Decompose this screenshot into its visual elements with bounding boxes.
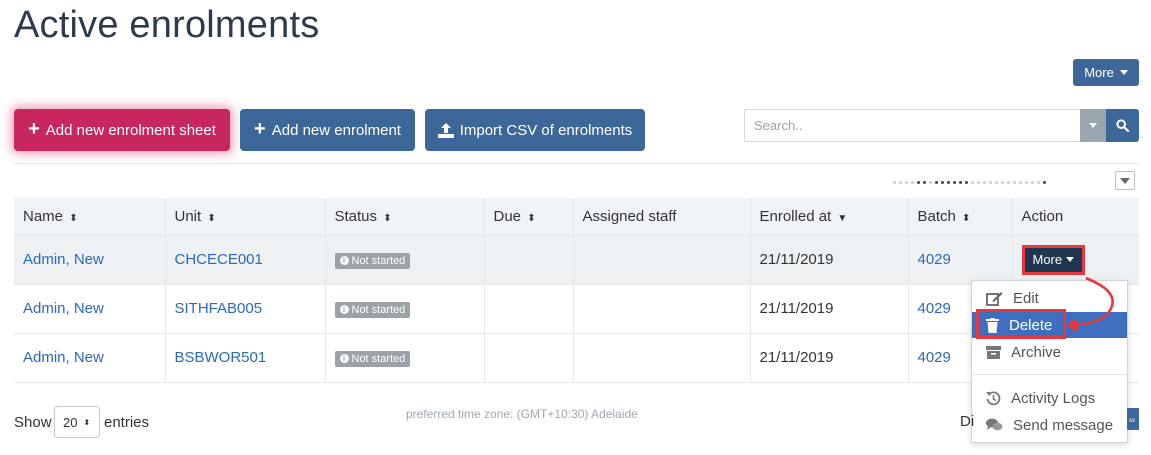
trash-icon	[986, 317, 999, 333]
csv-export-icon[interactable]: sv	[1127, 408, 1139, 430]
menu-item-send-message[interactable]: Send message	[972, 412, 1127, 438]
search-icon	[1116, 119, 1129, 132]
action-dropdown-menu: Edit Delete Archive Activity Logs	[971, 280, 1128, 443]
status-badge: i Not started	[334, 252, 411, 269]
assigned-staff-cell	[572, 332, 750, 383]
divider	[14, 163, 1139, 164]
updown-icon: ⬍	[83, 417, 91, 427]
student-name-link[interactable]: Admin, New	[23, 300, 104, 317]
row-more-button[interactable]: More	[1021, 244, 1086, 275]
plus-icon: +	[28, 118, 40, 140]
enrolled-at-cell: 21/11/2019	[749, 332, 908, 383]
column-header-status[interactable]: Status ⬍	[324, 198, 484, 235]
display-label: Di	[960, 413, 975, 430]
column-header-enrolled-at[interactable]: Enrolled at ▼	[749, 198, 908, 235]
info-icon: i	[339, 256, 349, 266]
show-label: Show	[14, 414, 52, 431]
add-enrolment-label: Add new enrolment	[271, 121, 401, 139]
enrolments-table: Name ⬍ Unit ⬍ Status ⬍ Due ⬍ Assigned st…	[14, 198, 1139, 383]
batch-link[interactable]: 4029	[917, 251, 951, 268]
column-header-unit[interactable]: Unit ⬍	[164, 198, 325, 235]
caret-down-icon	[1119, 70, 1128, 75]
menu-item-archive[interactable]: Archive	[972, 339, 1127, 365]
import-csv-button[interactable]: Import CSV of enrolments	[425, 109, 645, 151]
archive-icon	[986, 345, 1001, 359]
assigned-staff-cell	[572, 234, 750, 284]
unit-link[interactable]: CHCECE001	[174, 251, 263, 268]
status-badge: i Not started	[334, 301, 411, 318]
due-cell	[483, 234, 573, 284]
unit-link[interactable]: BSBWOR501	[174, 349, 267, 366]
batch-link[interactable]: 4029	[917, 300, 951, 317]
column-header-batch[interactable]: Batch ⬍	[907, 198, 1012, 235]
add-sheet-label: Add new enrolment sheet	[45, 121, 216, 139]
menu-divider	[972, 374, 1127, 375]
caret-down-icon	[1089, 123, 1097, 128]
status-badge: i Not started	[334, 350, 411, 367]
column-header-action: Action	[1011, 198, 1139, 235]
comments-icon	[986, 418, 1003, 431]
sort-desc-icon: ▼	[837, 212, 848, 224]
caret-down-icon	[1120, 177, 1130, 184]
student-name-link[interactable]: Admin, New	[23, 251, 104, 268]
menu-item-edit[interactable]: Edit	[972, 285, 1127, 311]
history-icon	[986, 390, 1001, 405]
delete-highlight-box	[976, 309, 1066, 339]
add-enrolment-sheet-button[interactable]: + Add new enrolment sheet	[14, 109, 230, 151]
page-title: Active enrolments	[14, 4, 320, 46]
column-header-due[interactable]: Due ⬍	[483, 198, 573, 235]
sort-icon: ⬍	[962, 212, 971, 224]
search-filter-dropdown[interactable]	[1080, 109, 1106, 142]
enrolled-at-cell: 21/11/2019	[749, 234, 908, 284]
due-cell	[483, 332, 573, 383]
annotation-arrow	[1066, 276, 1114, 332]
menu-item-delete[interactable]: Delete	[972, 312, 1127, 338]
import-label: Import CSV of enrolments	[459, 121, 633, 139]
enrolled-at-cell: 21/11/2019	[749, 283, 908, 333]
page-length-select[interactable]: 20 ⬍	[54, 406, 100, 438]
more-label: More	[1084, 65, 1114, 80]
more-button[interactable]: More	[1073, 59, 1139, 86]
assigned-staff-cell	[572, 283, 750, 333]
search-button[interactable]	[1106, 109, 1139, 142]
student-name-link[interactable]: Admin, New	[23, 349, 104, 366]
table-row: Admin, New CHCECE001 i Not started 21/11/…	[14, 234, 1139, 284]
info-icon: i	[339, 354, 349, 364]
unit-link[interactable]: SITHFAB005	[174, 300, 263, 317]
search-input[interactable]: Search..	[744, 109, 1080, 142]
caret-down-icon	[1066, 257, 1075, 262]
edit-icon	[986, 291, 1003, 306]
add-enrolment-button[interactable]: + Add new enrolment	[240, 109, 415, 151]
column-header-assigned-staff: Assigned staff	[572, 198, 750, 235]
sort-icon: ⬍	[383, 212, 392, 224]
menu-item-activity-logs[interactable]: Activity Logs	[972, 385, 1127, 411]
timezone-note: preferred time zone: (GMT+10:30) Adelaid…	[406, 407, 638, 421]
batch-link[interactable]: 4029	[917, 349, 951, 366]
upload-icon	[437, 122, 454, 138]
pagination-dots[interactable]	[893, 181, 1046, 184]
due-cell	[483, 283, 573, 333]
sort-icon: ⬍	[69, 212, 78, 224]
info-icon: i	[339, 305, 349, 315]
entries-label: entries	[104, 414, 150, 431]
sort-icon: ⬍	[207, 212, 216, 224]
plus-icon: +	[254, 118, 266, 140]
column-toggle-button[interactable]	[1115, 171, 1135, 190]
column-header-name[interactable]: Name ⬍	[14, 198, 165, 235]
sort-icon: ⬍	[527, 212, 536, 224]
